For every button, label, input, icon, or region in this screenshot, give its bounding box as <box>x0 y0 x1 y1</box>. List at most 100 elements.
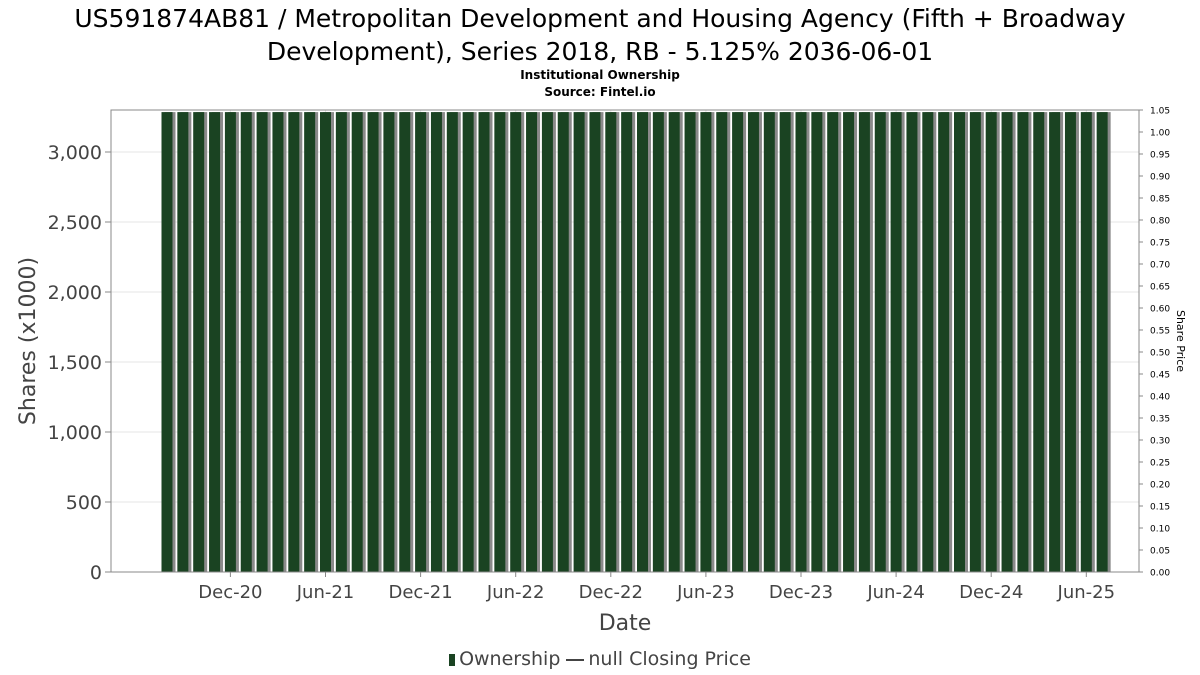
y-right-tick-label: 0.30 <box>1150 437 1170 447</box>
legend-ownership-label: Ownership <box>459 648 561 670</box>
ownership-bar <box>240 112 252 572</box>
ownership-bar <box>1033 112 1045 572</box>
x-tick-label: Jun-22 <box>486 582 545 603</box>
ownership-bar <box>383 112 395 572</box>
ownership-bar <box>843 112 855 572</box>
y-right-tick-label: 0.50 <box>1150 349 1170 359</box>
bars <box>161 112 1111 572</box>
y-right-tick-label: 0.65 <box>1150 283 1170 293</box>
ownership-bar <box>1017 112 1029 572</box>
ownership-bar <box>589 112 601 572</box>
y-right-tick-label: 1.05 <box>1150 107 1170 117</box>
x-tick-label: Dec-24 <box>959 582 1023 603</box>
ownership-bar <box>367 112 379 572</box>
chart-title-line2: Development), Series 2018, RB - 5.125% 2… <box>266 37 934 66</box>
y-tick-label: 500 <box>66 492 102 514</box>
y-right-tick-label: 0.00 <box>1150 569 1170 579</box>
y-right-tick-label: 0.85 <box>1150 195 1170 205</box>
y-right-tick-label: 0.20 <box>1150 481 1170 491</box>
ownership-bar <box>510 112 522 572</box>
ownership-bar <box>906 112 918 572</box>
ownership-bar <box>668 112 680 572</box>
ownership-bar <box>858 112 870 572</box>
ownership-bar <box>811 112 823 572</box>
ownership-bar <box>652 112 664 572</box>
ownership-bar <box>573 112 585 572</box>
ownership-bar <box>557 112 569 572</box>
y-axis-title: Shares (x1000) <box>16 257 41 425</box>
y-right-tick-label: 0.55 <box>1150 327 1170 337</box>
ownership-bar <box>288 112 300 572</box>
ownership-bar <box>605 112 617 572</box>
y-right-tick-label: 0.45 <box>1150 371 1170 381</box>
legend: Ownership null Closing Price <box>0 648 1200 670</box>
ownership-bar <box>1001 112 1013 572</box>
chart-title: US591874AB81 / Metropolitan Development … <box>0 2 1200 68</box>
ownership-bar <box>399 112 411 572</box>
ownership-bar <box>747 112 759 572</box>
closing-price-swatch <box>566 658 585 661</box>
ownership-bar <box>1080 112 1092 572</box>
x-tick-label: Dec-22 <box>579 582 643 603</box>
y-right-tick-label: 0.05 <box>1150 547 1170 557</box>
y-right-tick-label: 1.00 <box>1150 129 1170 139</box>
ownership-bar <box>969 112 981 572</box>
ownership-bar <box>304 112 316 572</box>
ownership-bar <box>446 112 458 572</box>
x-tick-label: Dec-23 <box>769 582 833 603</box>
ownership-bar <box>874 112 886 572</box>
y-axis-left: 0 500 1,000 1,500 2,000 2,500 3,000 <box>48 142 111 584</box>
ownership-bar <box>209 112 221 572</box>
ownership-bar <box>478 112 490 572</box>
ownership-bar <box>1064 112 1076 572</box>
ownership-bar <box>351 112 363 572</box>
y-right-tick-label: 0.70 <box>1150 261 1170 271</box>
ownership-bar <box>462 112 474 572</box>
ownership-bar <box>938 112 950 572</box>
ownership-bar <box>335 112 347 572</box>
ownership-bar <box>161 112 173 572</box>
ownership-bar <box>637 112 648 572</box>
ownership-bar <box>779 112 791 572</box>
chart-title-line1: US591874AB81 / Metropolitan Development … <box>74 4 1126 33</box>
ownership-bar <box>954 112 965 572</box>
ownership-bar <box>621 112 633 572</box>
ownership-bar <box>1096 112 1108 572</box>
ownership-bar <box>224 112 236 572</box>
y-right-tick-label: 0.40 <box>1150 393 1170 403</box>
y-right-tick-label: 0.95 <box>1150 151 1170 161</box>
y-axis-right-title: Share Price <box>1174 310 1187 372</box>
x-tick-label: Jun-25 <box>1057 582 1116 603</box>
ownership-bar <box>541 112 553 572</box>
y-right-tick-label: 0.60 <box>1150 305 1170 315</box>
y-right-tick-label: 0.35 <box>1150 415 1170 425</box>
x-tick-label: Dec-20 <box>198 582 262 603</box>
ownership-bar <box>256 112 268 572</box>
ownership-bar <box>1049 112 1061 572</box>
ownership-bar <box>985 112 997 572</box>
ownership-bar <box>763 112 775 572</box>
y-tick-label: 0 <box>90 562 102 584</box>
y-tick-label: 3,000 <box>48 142 102 164</box>
x-tick-label: Jun-21 <box>296 582 355 603</box>
ownership-bar <box>272 112 284 572</box>
ownership-bar <box>193 112 205 572</box>
ownership-bar <box>415 112 427 572</box>
y-tick-label: 1,000 <box>48 422 102 444</box>
y-tick-label: 2,500 <box>48 212 102 234</box>
x-tick-label: Jun-23 <box>676 582 735 603</box>
y-right-tick-label: 0.25 <box>1150 459 1170 469</box>
ownership-bar <box>526 112 538 572</box>
legend-price-label: null Closing Price <box>588 648 751 670</box>
y-right-tick-label: 0.80 <box>1150 217 1170 227</box>
plot-frame <box>110 109 1140 573</box>
ownership-swatch <box>449 653 456 666</box>
ownership-bar <box>320 112 331 572</box>
x-tick-label: Jun-24 <box>866 582 925 603</box>
y-right-tick-label: 0.90 <box>1150 173 1170 183</box>
ownership-bar <box>922 112 934 572</box>
ownership-bar <box>177 112 189 572</box>
y-axis-right: 0.00 0.05 0.10 0.15 0.20 0.25 0.30 0.35 0.40 0.45… <box>1139 107 1170 579</box>
y-right-tick-label: 0.15 <box>1150 503 1170 513</box>
